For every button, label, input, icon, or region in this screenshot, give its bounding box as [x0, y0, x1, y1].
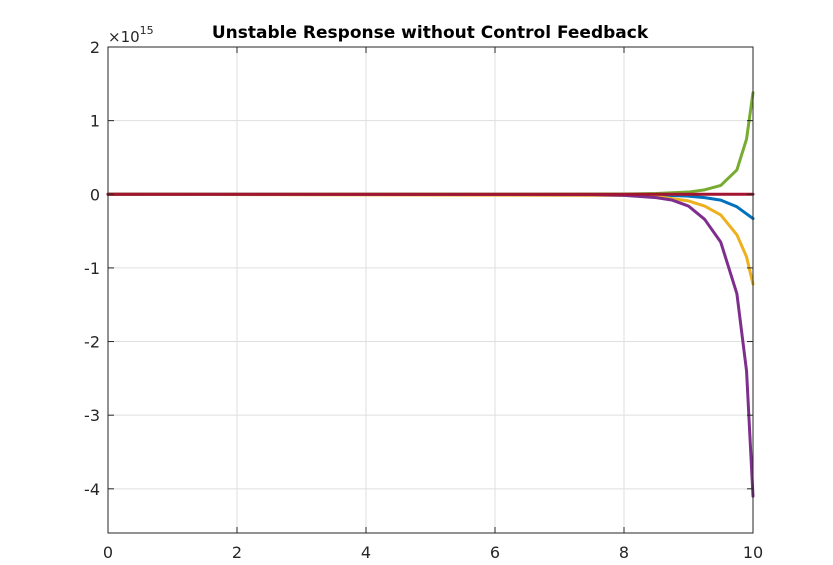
chart-title: Unstable Response without Control Feedba… — [212, 23, 649, 43]
plot-box — [107, 46, 754, 534]
x-tick-label: 4 — [361, 543, 371, 562]
x-tick-label: 10 — [743, 543, 763, 562]
series-line-3 — [106, 192, 755, 498]
x-tick-label: 6 — [490, 543, 500, 562]
plot-series — [106, 91, 755, 498]
x-tick-label: 0 — [103, 543, 113, 562]
y-tick-label: 0 — [90, 185, 100, 204]
y-tick-label: 2 — [90, 38, 100, 57]
y-tick-label: 1 — [90, 112, 100, 131]
y-multiplier-exponent: 15 — [140, 24, 154, 37]
series-line-4 — [106, 91, 755, 196]
y-tick-label: -4 — [84, 480, 100, 499]
y-tick-label: -1 — [84, 259, 100, 278]
y-multiplier-base: ×10 — [108, 28, 140, 46]
x-tick-label: 2 — [232, 543, 242, 562]
y-tick-label: -2 — [84, 333, 100, 352]
x-tick-label: 8 — [619, 543, 629, 562]
x-axis-ticks: 0 2 4 6 8 10 — [103, 47, 763, 562]
y-axis-ticks: 2 1 0 -1 -2 -3 -4 — [84, 38, 753, 499]
y-tick-label: -3 — [84, 406, 100, 425]
series-line-2 — [106, 192, 755, 286]
y-multiplier: ×1015 — [108, 24, 154, 46]
grid — [107, 46, 754, 533]
